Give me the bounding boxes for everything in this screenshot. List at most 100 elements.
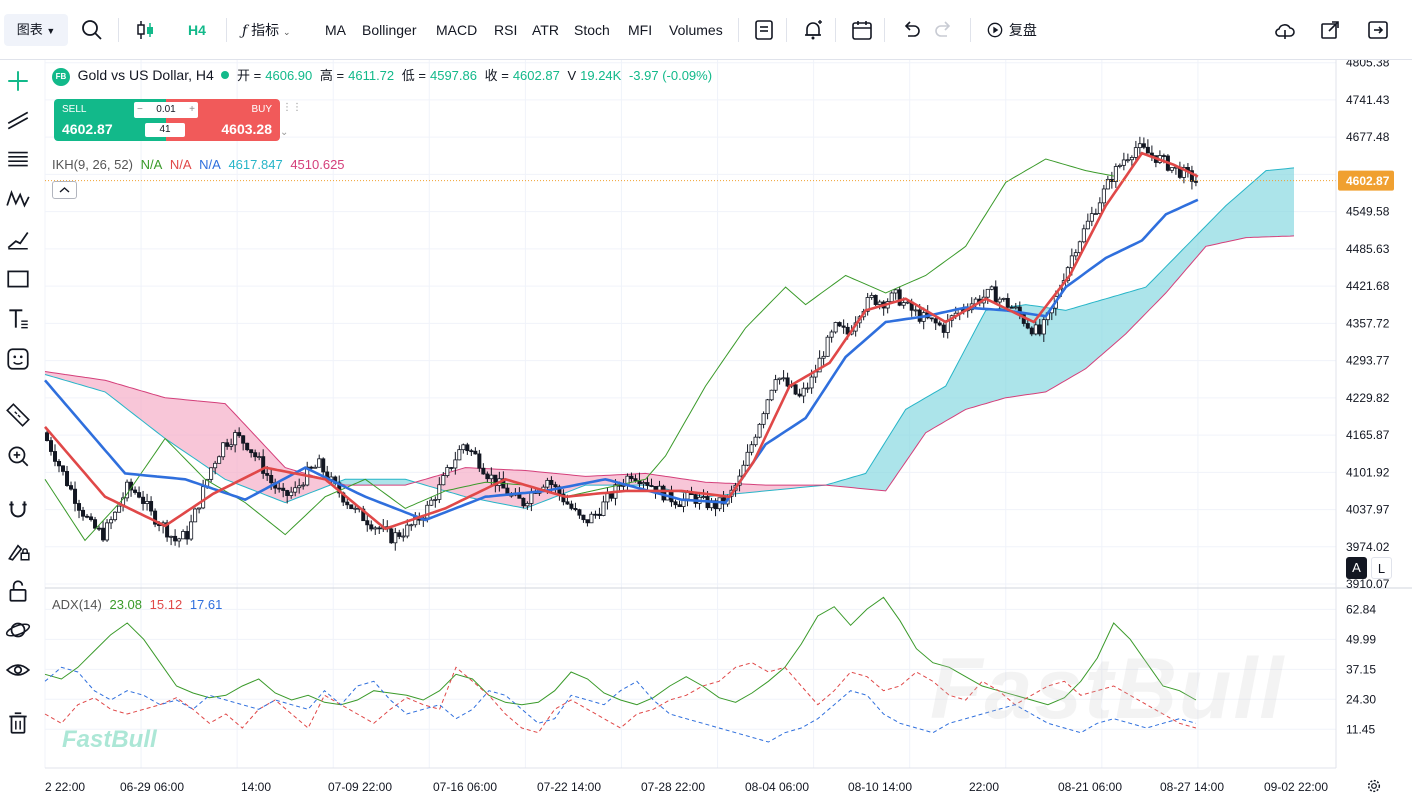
candle-body xyxy=(565,501,570,505)
symbol-title[interactable]: Gold vs US Dollar, H4 xyxy=(77,67,214,83)
popout-icon[interactable] xyxy=(1318,18,1342,42)
adx-tick-label: 11.45 xyxy=(1346,722,1375,736)
template-icon[interactable] xyxy=(752,18,776,42)
alert-icon[interactable] xyxy=(801,18,825,42)
candle-body xyxy=(125,481,130,499)
indicator-bollinger[interactable]: Bollinger xyxy=(362,22,417,38)
zoom-in-icon[interactable] xyxy=(5,443,31,469)
trend-line-icon[interactable] xyxy=(5,107,31,133)
candle-body xyxy=(193,508,198,523)
indicator-mfi[interactable]: MFI xyxy=(628,22,653,38)
interval-button[interactable]: H4 xyxy=(188,22,206,38)
price-tick-label: 4357.72 xyxy=(1346,316,1390,330)
candle-body xyxy=(405,524,410,537)
candle-body xyxy=(601,501,606,516)
symbol-badge: FB xyxy=(52,68,70,86)
indicator-macd[interactable]: MACD xyxy=(436,22,478,38)
indicators-button[interactable]: ƒ 指标 ⌄ xyxy=(242,14,291,46)
ichimoku-name[interactable]: IKH(9, 26, 52) xyxy=(52,157,133,172)
horizontal-lines-icon[interactable] xyxy=(5,146,31,172)
ruler-icon[interactable] xyxy=(5,402,31,428)
wave-pattern-icon[interactable] xyxy=(5,186,31,212)
di-plus-value: 15.12 xyxy=(149,597,183,612)
unlock-icon[interactable] xyxy=(5,578,31,604)
candle-body xyxy=(529,492,534,504)
quantity-value[interactable]: 0.01 xyxy=(156,104,176,115)
candle-body xyxy=(685,492,690,500)
candle-body xyxy=(1105,178,1110,190)
candle-body xyxy=(245,442,250,451)
calendar-icon[interactable] xyxy=(850,18,874,42)
rectangle-icon[interactable] xyxy=(5,266,31,292)
settings-gear-icon[interactable] xyxy=(1366,778,1382,794)
candle-body xyxy=(241,435,246,444)
candle-body xyxy=(185,531,190,540)
adx-series-ADX xyxy=(44,596,1197,706)
candle-body xyxy=(897,289,902,306)
candle-body xyxy=(265,473,270,476)
candle-body xyxy=(201,486,206,509)
price-tick-label: 4421.68 xyxy=(1346,279,1390,293)
candle-body xyxy=(1133,147,1138,158)
qty-minus-button[interactable]: − xyxy=(137,104,143,115)
candle-body xyxy=(845,326,850,335)
open-label: 开 = xyxy=(237,68,262,83)
candlestick-icon[interactable] xyxy=(133,18,157,42)
magnet-icon[interactable] xyxy=(5,497,31,523)
candle-body xyxy=(181,531,186,540)
time-tick-label: 22:00 xyxy=(969,780,999,794)
adx-name[interactable]: ADX(14) xyxy=(52,597,102,612)
price-chart[interactable]: 4805.38 4741.43 4677.48 4549.58 4485.63 4421.… xyxy=(0,60,1412,802)
last-price-label: 4602.87 xyxy=(1346,174,1390,188)
chevron-down-icon[interactable]: ⌄ xyxy=(280,127,289,138)
eye-icon[interactable] xyxy=(5,657,31,683)
candle-body xyxy=(473,450,478,455)
projection-icon[interactable] xyxy=(5,226,31,252)
chart-type-select[interactable]: 图表 ▼ xyxy=(4,14,68,46)
indicator-rsi[interactable]: RSI xyxy=(494,22,518,38)
indicator-ma[interactable]: MA xyxy=(325,22,346,38)
sell-price: 4602.87 xyxy=(62,121,113,137)
cloud-icon[interactable] xyxy=(1273,18,1297,42)
crosshair-icon[interactable] xyxy=(5,68,31,94)
indicator-stoch[interactable]: Stoch xyxy=(574,22,610,38)
candle-body xyxy=(301,484,306,487)
ichimoku-span-b-value: 4510.625 xyxy=(290,157,345,172)
trash-icon[interactable] xyxy=(5,710,31,736)
redo-icon[interactable] xyxy=(932,18,956,42)
collapse-legend-button[interactable] xyxy=(52,181,77,199)
brush-lock-icon[interactable] xyxy=(5,537,31,563)
quantity-stepper[interactable]: − 0.01 + xyxy=(134,102,198,118)
log-scale-button[interactable]: L xyxy=(1371,557,1392,579)
drag-handle-icon[interactable]: ⋮⋮ xyxy=(282,102,302,113)
qty-plus-button[interactable]: + xyxy=(189,104,195,115)
planet-icon[interactable] xyxy=(5,617,31,643)
indicator-atr[interactable]: ATR xyxy=(532,22,559,38)
candle-body xyxy=(1181,167,1186,178)
candle-body xyxy=(889,292,894,302)
change-value: -3.97 (-0.09%) xyxy=(628,68,713,83)
indicator-volumes[interactable]: Volumes xyxy=(669,22,723,38)
candle-body xyxy=(641,482,646,485)
adx-tick-label: 49.99 xyxy=(1346,632,1376,646)
exit-fullscreen-icon[interactable] xyxy=(1366,18,1390,42)
text-icon[interactable] xyxy=(5,306,31,332)
candle-body xyxy=(297,485,302,489)
candle-body xyxy=(189,521,194,540)
candle-body xyxy=(1117,164,1122,167)
time-tick-label: 09-02 22:00 xyxy=(1264,780,1328,794)
undo-icon[interactable] xyxy=(899,18,923,42)
ichimoku-legend: IKH(9, 26, 52) N/A N/A N/A 4617.847 4510… xyxy=(52,157,349,172)
emoji-icon[interactable] xyxy=(5,346,31,372)
replay-button[interactable]: 复盘 xyxy=(985,14,1037,46)
candle-body xyxy=(753,436,758,446)
candle-body xyxy=(213,462,218,469)
price-tick-label: 4101.92 xyxy=(1346,465,1390,479)
tenkan-line xyxy=(44,151,1199,531)
auto-scale-button[interactable]: A xyxy=(1346,557,1367,579)
candle-body xyxy=(629,475,634,480)
search-icon[interactable] xyxy=(80,18,104,42)
price-tick-label: 3974.02 xyxy=(1346,540,1390,554)
buy-label: BUY xyxy=(251,104,272,115)
adx-tick-label: 37.15 xyxy=(1346,662,1376,676)
